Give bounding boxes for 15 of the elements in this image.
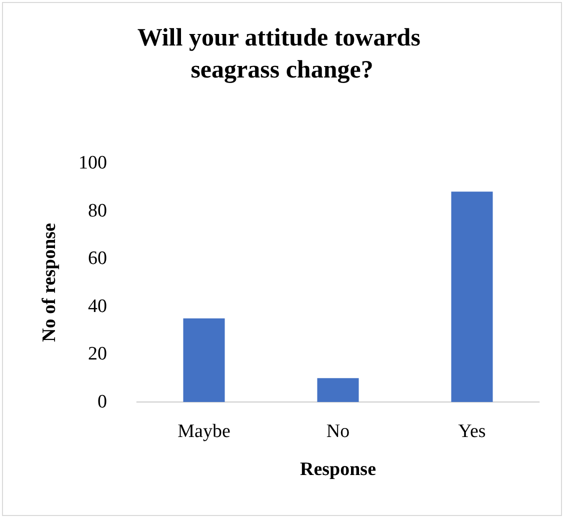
y-tick-label: 80 — [88, 200, 107, 222]
chart-title: Will your attitude towards seagrass change? — [137, 24, 427, 84]
x-tick-label: No — [326, 421, 350, 442]
bar — [317, 378, 359, 402]
y-tick-label: 100 — [78, 152, 107, 174]
bar — [183, 318, 225, 402]
y-tick-label: 60 — [88, 248, 107, 270]
y-axis-title: No of response — [39, 223, 60, 342]
x-tick-label: Yes — [458, 421, 486, 442]
x-tick-label: Maybe — [178, 421, 230, 442]
bar — [451, 192, 493, 402]
x-axis-title: Response — [300, 459, 376, 480]
y-tick-label: 20 — [88, 344, 107, 365]
y-tick-label: 0 — [98, 392, 107, 412]
y-tick-label: 40 — [88, 296, 107, 317]
